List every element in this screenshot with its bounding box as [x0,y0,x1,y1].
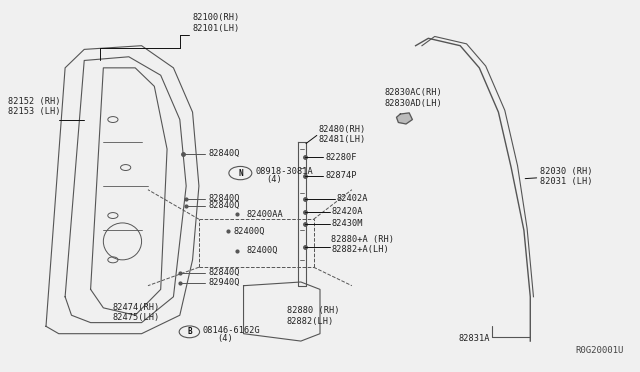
Text: 82400Q: 82400Q [246,246,278,255]
Text: 82880+A (RH)
82882+A(LH): 82880+A (RH) 82882+A(LH) [332,235,394,254]
Text: N: N [238,169,243,177]
Text: 82100(RH)
82101(LH): 82100(RH) 82101(LH) [193,13,240,33]
Text: 82480(RH)
82481(LH): 82480(RH) 82481(LH) [318,125,365,144]
Text: R0G20001U: R0G20001U [575,346,623,355]
Text: 82840Q: 82840Q [209,194,240,203]
Text: B: B [187,327,192,336]
Text: (4): (4) [266,175,282,184]
Text: 82840Q: 82840Q [209,149,240,158]
Text: 82840Q: 82840Q [209,201,240,210]
Polygon shape [396,113,412,124]
Text: 82940Q: 82940Q [209,278,240,286]
Text: 82474(RH)
82475(LH): 82474(RH) 82475(LH) [113,302,160,322]
Text: (4): (4) [217,334,232,343]
Text: 82152 (RH)
82153 (LH): 82152 (RH) 82153 (LH) [8,97,60,116]
Text: 82280F: 82280F [325,153,356,162]
Text: 82880 (RH)
82882(LH): 82880 (RH) 82882(LH) [287,306,339,326]
Text: 82430M: 82430M [332,219,363,228]
Text: 82030 (RH)
82031 (LH): 82030 (RH) 82031 (LH) [540,167,593,186]
Text: 82420A: 82420A [332,207,363,217]
Text: 82400Q: 82400Q [234,227,266,235]
Text: 82400AA: 82400AA [246,209,284,219]
Text: 08146-6162G: 08146-6162G [203,326,260,335]
Text: 82874P: 82874P [325,171,356,180]
Text: 82840Q: 82840Q [209,267,240,276]
Text: 08918-3081A: 08918-3081A [255,167,313,176]
Text: 82830AC(RH)
82830AD(LH): 82830AC(RH) 82830AD(LH) [385,89,442,108]
Text: 82831A: 82831A [459,334,490,343]
Text: 82402A: 82402A [337,194,368,203]
